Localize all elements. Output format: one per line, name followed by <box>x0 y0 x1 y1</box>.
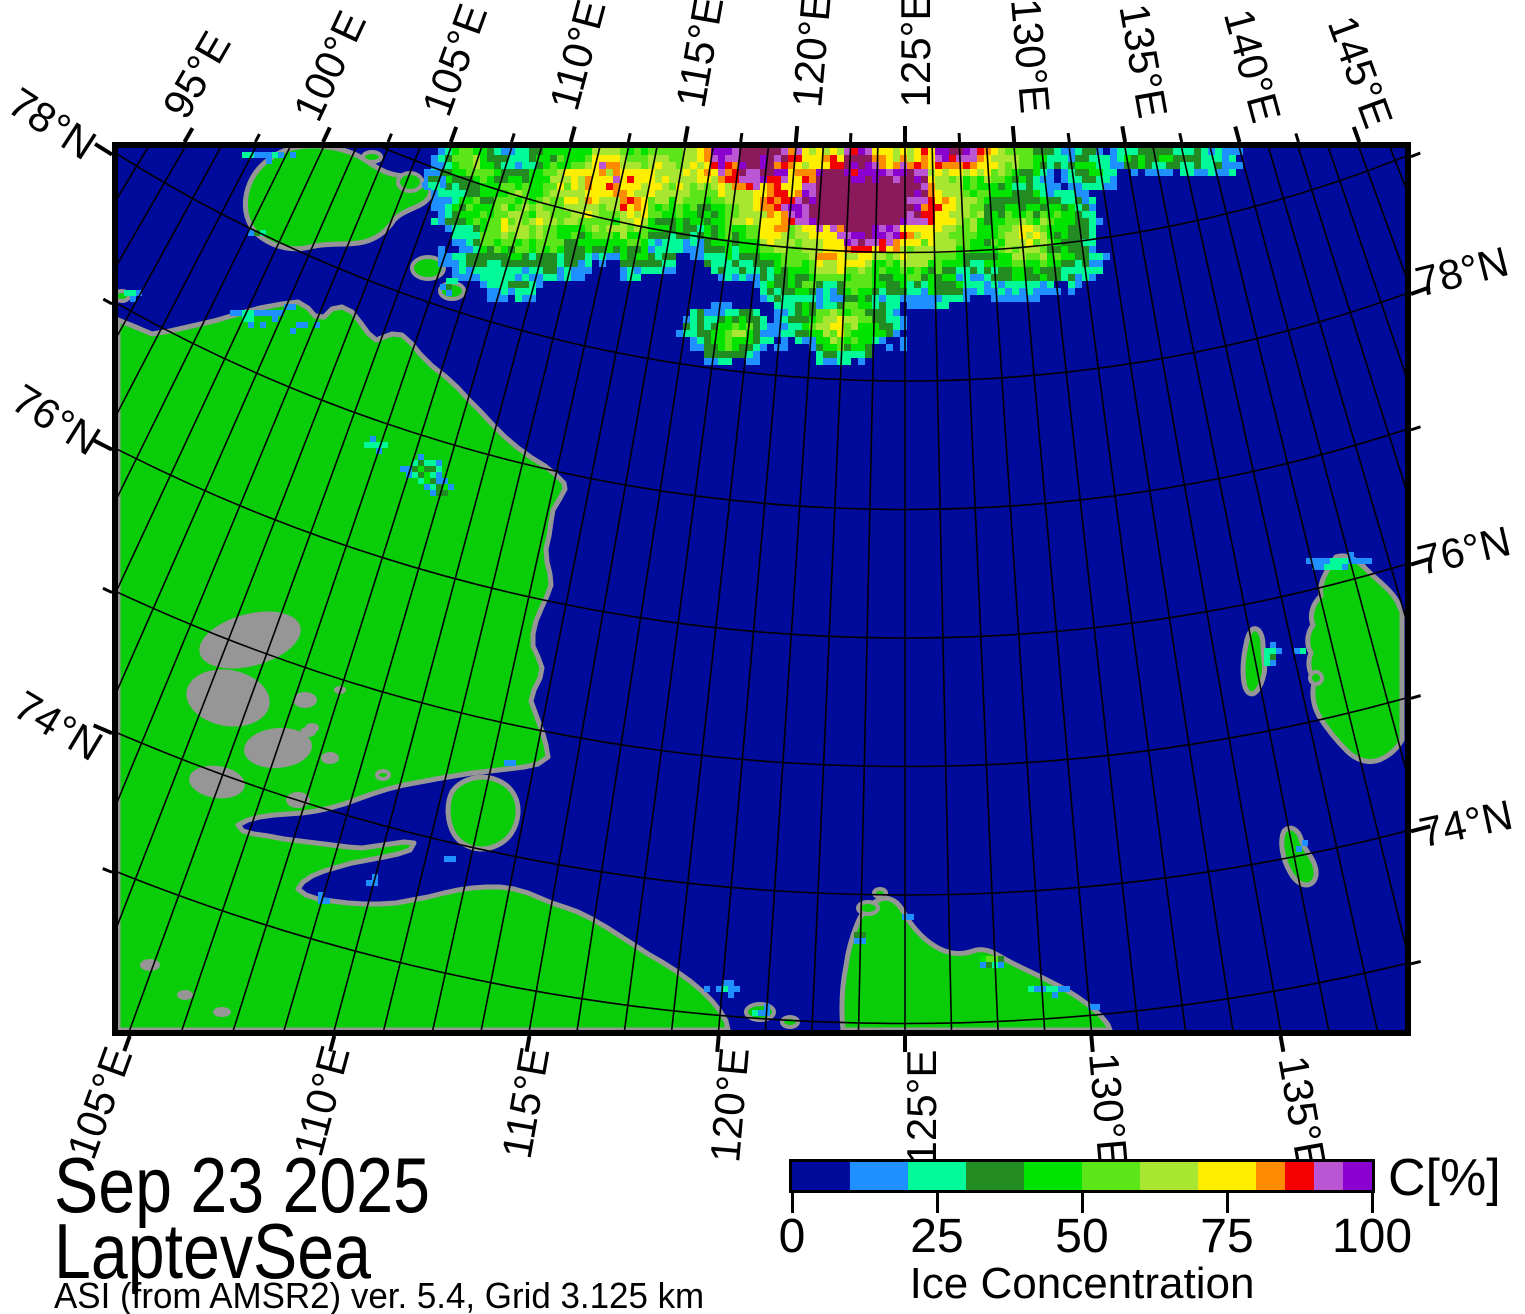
date-title: Sep 23 2025 <box>54 1141 431 1229</box>
lon-label-top: 125°E <box>892 0 939 108</box>
colorbar-axis-title: Ice Concentration <box>909 1259 1255 1308</box>
lon-label-top: 105°E <box>412 0 497 122</box>
lat-label-left: 78°N <box>0 78 105 169</box>
colorbar-tick <box>1225 1193 1229 1213</box>
colorbar-tick <box>1080 1193 1084 1213</box>
lon-label-top: 95°E <box>153 23 240 127</box>
lat-label-left: 74°N <box>5 681 111 770</box>
land-severnaya-island <box>242 148 434 252</box>
region-title: LaptevSea <box>54 1207 372 1295</box>
land-group <box>118 148 1405 1030</box>
land-begichev-island <box>445 774 521 852</box>
colorbar-segment <box>850 1162 908 1190</box>
colorbar-tick-label: 75 <box>1200 1210 1254 1263</box>
lon-label-top: 130°E <box>1002 0 1059 116</box>
colorbar-segment <box>1198 1162 1256 1190</box>
colorbar-tick-label: 100 <box>1331 1210 1413 1263</box>
colorbar-segment <box>1285 1162 1314 1190</box>
graticule-grid <box>118 148 1405 1030</box>
lon-label-bottom: 125°E <box>898 1049 945 1165</box>
colorbar-segment <box>1256 1162 1285 1190</box>
colorbar-tick-label: 25 <box>910 1210 964 1263</box>
land-taymyr-mainland <box>118 299 731 1030</box>
lon-label-top: 120°E <box>783 0 840 110</box>
source-note: ASI (from AMSR2) ver. 5.4, Grid 3.125 km <box>54 1275 705 1314</box>
colorbar-unit-label: C[%] <box>1388 1149 1501 1207</box>
colorbar-tick <box>1370 1193 1374 1213</box>
ice-concentration-colorbar <box>789 1159 1375 1193</box>
colorbar-tick <box>790 1193 794 1213</box>
land-stolbovoy-island <box>1240 626 1268 697</box>
colorbar-segment <box>1343 1162 1372 1190</box>
lon-label-top: 140°E <box>1214 4 1291 128</box>
lon-label-top: 135°E <box>1110 0 1177 122</box>
lon-label-top: 110°E <box>540 0 615 115</box>
lat-label-right: 78°N <box>1410 237 1514 306</box>
colorbar-segment <box>792 1162 850 1190</box>
lon-label-bottom: 130°E <box>1080 1050 1137 1170</box>
land-southeast-islet <box>1279 825 1319 888</box>
colorbar-tick-label: 50 <box>1055 1210 1109 1263</box>
lon-label-bottom: 115°E <box>492 1043 559 1163</box>
map-canvas <box>118 148 1405 1030</box>
colorbar-tick <box>935 1193 939 1213</box>
lon-label-top: 145°E <box>1318 9 1403 134</box>
small-islets <box>118 150 1324 1029</box>
lon-label-bottom: 135°E <box>1269 1052 1336 1174</box>
colorbar-segment <box>966 1162 1024 1190</box>
lat-label-right: 74°N <box>1415 790 1517 857</box>
colorbar-segment <box>1314 1162 1343 1190</box>
colorbar-segment <box>908 1162 966 1190</box>
lon-label-top: 100°E <box>283 3 376 128</box>
lat-label-right: 76°N <box>1412 517 1515 584</box>
lon-label-top: 115°E <box>666 0 733 112</box>
lat-label-left: 76°N <box>4 374 109 465</box>
land-kotelny-island <box>1305 553 1405 765</box>
lon-label-bottom: 120°E <box>701 1045 758 1165</box>
colorbar-segment <box>1082 1162 1140 1190</box>
colorbar-tick-label: 0 <box>778 1210 806 1263</box>
colorbar-segment <box>1140 1162 1198 1190</box>
colorbar-segment <box>1024 1162 1082 1190</box>
